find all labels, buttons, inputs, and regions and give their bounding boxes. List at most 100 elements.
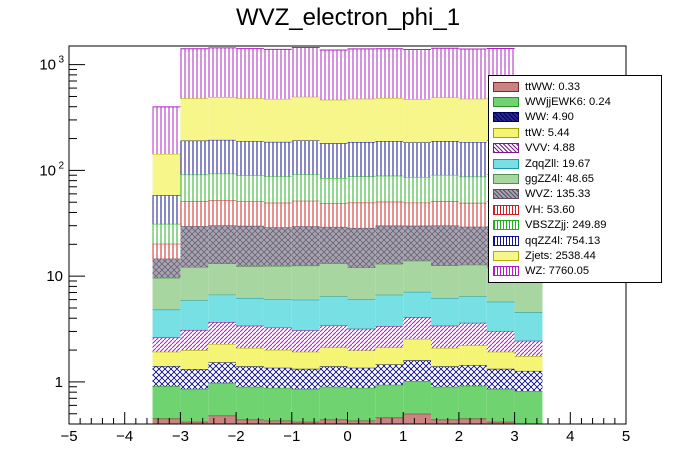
bar-s1-b10 (431, 386, 459, 420)
bar-s4-b12 (486, 330, 515, 352)
series-4 (152, 316, 543, 357)
bar-s9-b11 (458, 176, 487, 203)
bar-s12-b4 (263, 49, 292, 99)
legend-label: WZ: 7760.05 (525, 265, 590, 278)
bar-s11-b8 (375, 97, 404, 142)
x-tick-label: −1 (283, 428, 300, 445)
bar-s12-b1 (180, 48, 209, 99)
legend-item: WZ: 7760.05 (493, 264, 661, 279)
bar-s12-b7 (347, 48, 376, 99)
legend-label: ZqqZll: 19.67 (525, 157, 591, 170)
bar-s12-b2 (208, 47, 237, 97)
bar-s3-b2 (208, 344, 237, 363)
bar-s10-b8 (375, 141, 404, 176)
bar-s3-b11 (458, 345, 487, 366)
legend-swatch (493, 250, 519, 261)
bar-s3-b0 (152, 351, 181, 367)
bar-s6-b8 (375, 263, 404, 295)
bar-s6-b10 (431, 265, 459, 299)
bar-s6-b11 (458, 264, 487, 297)
bar-s7-b1 (180, 226, 209, 268)
bar-s5-b11 (458, 296, 487, 323)
bar-s9-b9 (403, 177, 432, 203)
bar-s5-b6 (319, 296, 348, 326)
bar-s12-b0 (152, 106, 181, 154)
legend-swatch (493, 189, 519, 200)
bar-s3-b13 (514, 356, 543, 371)
bar-s5-b1 (180, 300, 209, 330)
bar-s4-b10 (431, 325, 459, 348)
bar-s2-b8 (375, 364, 404, 385)
bar-s5-b8 (375, 294, 404, 327)
bar-s1-b8 (375, 384, 404, 418)
bar-s3-b3 (236, 347, 264, 367)
bar-s7-b4 (263, 227, 292, 267)
bar-s6-b6 (319, 263, 348, 297)
bar-s2-b12 (486, 368, 515, 389)
bar-s2-b5 (291, 368, 320, 389)
bar-s0-b8 (375, 417, 404, 424)
bar-s8-b5 (291, 200, 320, 227)
bar-s6-b2 (208, 263, 237, 295)
bar-s5-b0 (152, 309, 181, 338)
bar-s7-b10 (431, 225, 459, 266)
x-tick-label: −3 (172, 428, 189, 445)
series-2 (152, 359, 543, 392)
bar-s9-b8 (375, 175, 404, 202)
bar-s5-b3 (236, 298, 264, 326)
legend-item: WVZ: 135.33 (493, 187, 661, 202)
legend-label: WVZ: 135.33 (525, 188, 591, 201)
legend-swatch (493, 220, 519, 231)
bar-s6-b4 (263, 266, 292, 300)
bar-s6-b0 (152, 277, 181, 310)
x-tick-label: −5 (60, 428, 77, 445)
bar-s4-b1 (180, 329, 209, 351)
bar-s8-b2 (208, 200, 237, 226)
bar-s0-b1 (180, 421, 209, 424)
series-7 (152, 224, 543, 279)
legend-label: Zjets: 2538.44 (525, 249, 596, 262)
x-tick-label: 2 (455, 428, 463, 445)
bar-s10-b11 (458, 142, 487, 177)
bar-s1-b13 (514, 391, 543, 424)
bar-s8-b11 (458, 202, 487, 227)
legend-item: WW: 4.90 (493, 110, 661, 125)
bar-s0-b12 (486, 421, 515, 424)
bar-s11-b4 (263, 98, 292, 142)
bar-s10-b3 (236, 141, 264, 176)
legend-item: ggZZ4l: 48.65 (493, 171, 661, 186)
legend-swatch (493, 97, 519, 108)
legend-swatch (493, 235, 519, 246)
bar-s1-b12 (486, 388, 515, 422)
bar-s7-b5 (291, 226, 320, 266)
bar-s5-b2 (208, 294, 237, 323)
bar-s1-b4 (263, 387, 292, 421)
legend-item: qqZZ4l: 754.13 (493, 233, 661, 248)
y-tick-exponent: 2 (58, 160, 64, 171)
bar-s3-b8 (375, 347, 404, 365)
bar-s9-b10 (431, 174, 459, 202)
bar-s5-b4 (263, 299, 292, 328)
bar-s10-b2 (208, 139, 237, 174)
bar-s4-b5 (291, 330, 320, 352)
legend-item: ttWW: 0.33 (493, 79, 661, 94)
bar-s0-b11 (458, 418, 487, 424)
bar-s3-b5 (291, 351, 320, 369)
bar-s8-b8 (375, 201, 404, 226)
bar-s3-b1 (180, 350, 209, 370)
legend-label: qqZZ4l: 754.13 (525, 234, 601, 247)
bar-s6-b3 (236, 266, 264, 299)
bar-s4-b7 (347, 328, 376, 351)
bar-s4-b3 (236, 325, 264, 348)
bar-s8-b9 (403, 202, 432, 226)
y-tick-label: 1 (55, 374, 63, 391)
x-tick-label: 5 (622, 428, 630, 445)
bar-s12-b11 (458, 48, 487, 99)
legend-item: WWjjEWK6: 0.24 (493, 94, 661, 109)
x-tick-label: −2 (228, 428, 245, 445)
bar-s10-b9 (403, 142, 432, 178)
series-1 (152, 380, 543, 424)
x-tick-label: 0 (343, 428, 351, 445)
bar-s11-b3 (236, 98, 264, 142)
